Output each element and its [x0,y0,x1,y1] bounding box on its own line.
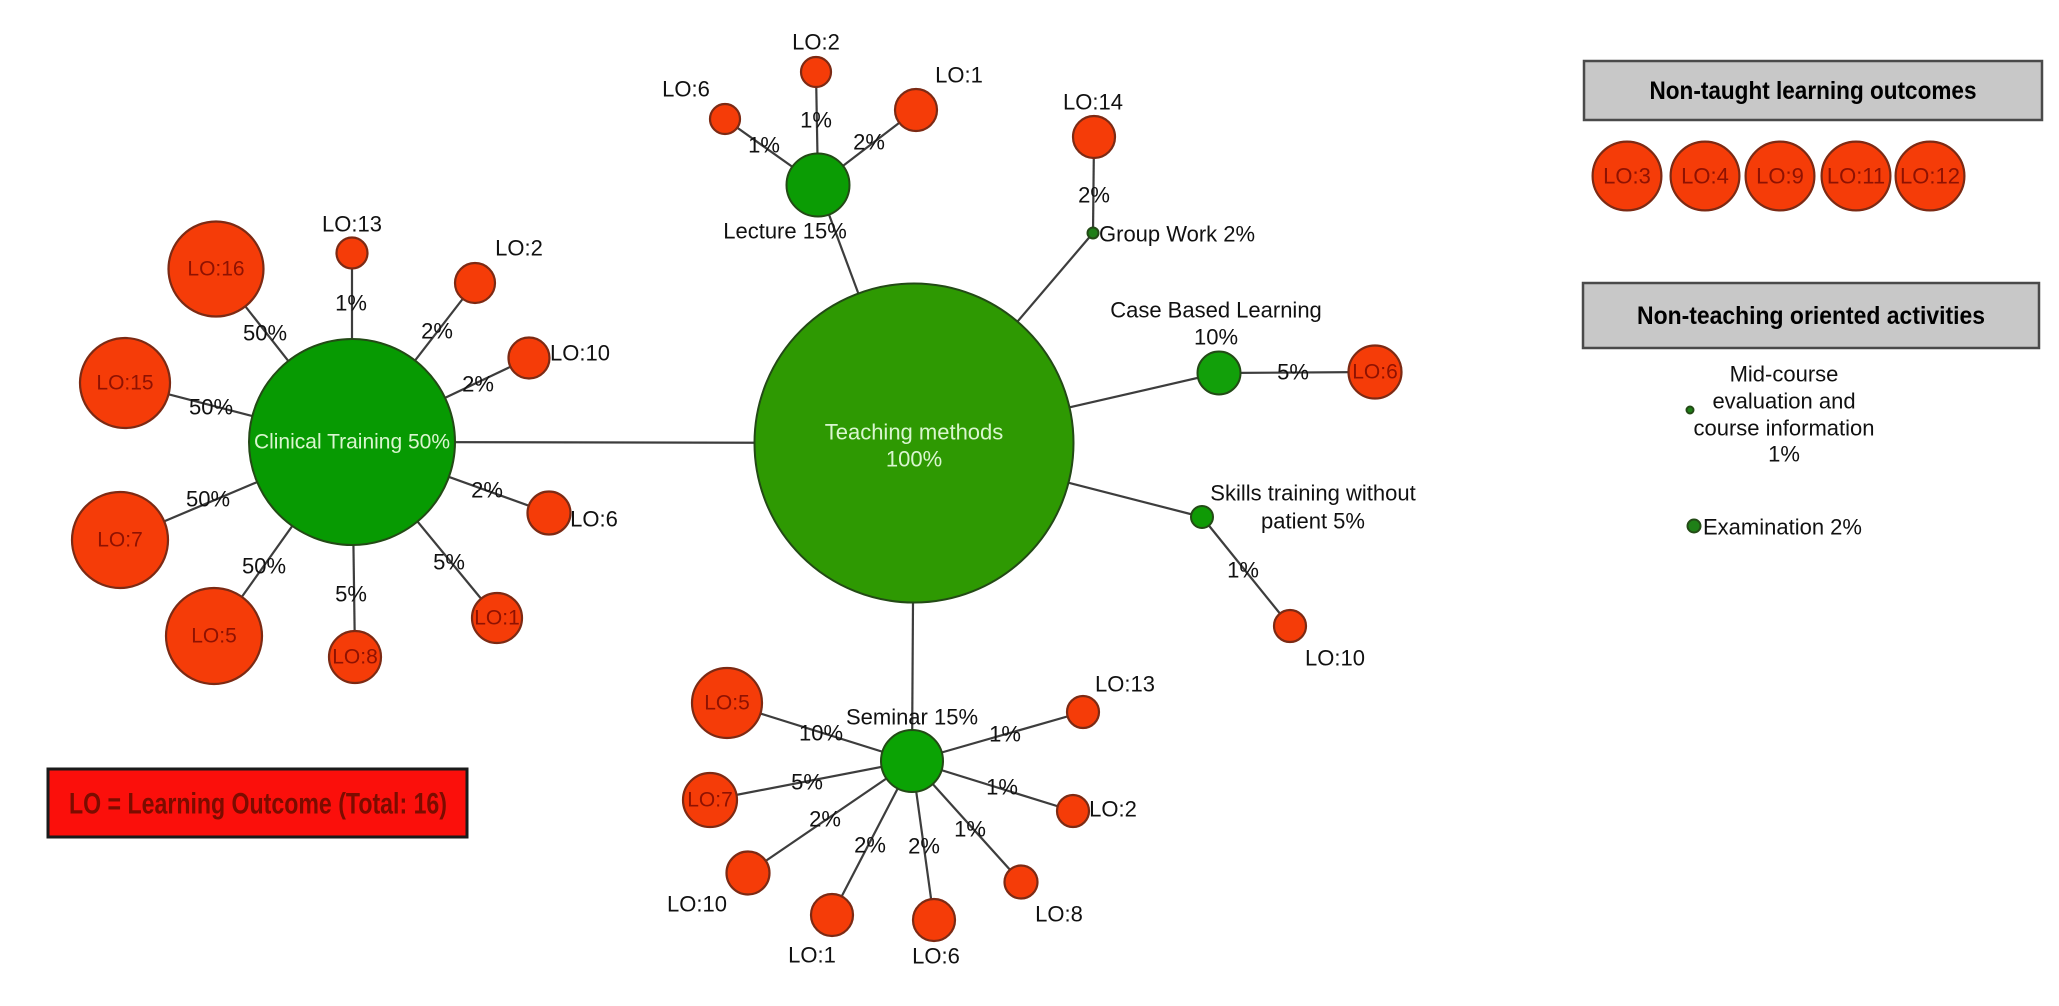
svg-text:evaluation and: evaluation and [1712,389,1855,414]
svg-text:LO:5: LO:5 [704,692,750,715]
svg-text:LO:13: LO:13 [322,212,382,237]
svg-text:course information: course information [1694,416,1875,441]
svg-text:Group Work 2%: Group Work 2% [1099,222,1255,247]
svg-text:LO:3: LO:3 [1603,164,1651,189]
svg-text:LO:1: LO:1 [788,943,836,968]
svg-text:LO:5: LO:5 [191,625,237,648]
svg-text:Skills training without: Skills training without [1210,481,1415,506]
svg-text:LO:8: LO:8 [332,646,378,669]
svg-text:50%: 50% [242,554,286,579]
svg-text:1%: 1% [1768,442,1800,467]
svg-text:2%: 2% [462,372,494,397]
svg-text:1%: 1% [748,133,780,158]
svg-text:LO:6: LO:6 [662,77,710,102]
svg-text:LO:16: LO:16 [187,258,244,281]
svg-text:patient 5%: patient 5% [1261,509,1365,534]
svg-text:Non-taught learning outcomes: Non-taught learning outcomes [1650,77,1977,105]
svg-text:LO:1: LO:1 [935,63,983,88]
svg-text:LO:2: LO:2 [495,236,543,261]
svg-text:LO:9: LO:9 [1756,164,1804,189]
svg-text:50%: 50% [243,321,287,346]
svg-text:1%: 1% [954,817,986,842]
svg-text:2%: 2% [853,130,885,155]
svg-text:Case Based Learning: Case Based Learning [1110,298,1322,323]
svg-text:LO:6: LO:6 [912,944,960,969]
svg-text:5%: 5% [335,582,367,607]
svg-text:LO:2: LO:2 [1089,797,1137,822]
svg-text:10%: 10% [799,721,843,746]
svg-text:LO:11: LO:11 [1827,164,1885,189]
svg-text:1%: 1% [335,291,367,316]
svg-text:LO:2: LO:2 [792,30,840,55]
svg-text:5%: 5% [791,770,823,795]
svg-text:Non-teaching oriented activiti: Non-teaching oriented activities [1637,302,1985,330]
svg-text:2%: 2% [471,478,503,503]
svg-text:LO = Learning Outcome (Total:: LO = Learning Outcome (Total: 16) [69,788,447,821]
svg-text:50%: 50% [189,395,233,420]
svg-text:Lecture 15%: Lecture 15% [723,219,847,244]
svg-text:50%: 50% [186,487,230,512]
svg-text:LO:14: LO:14 [1063,90,1123,115]
svg-text:LO:4: LO:4 [1681,164,1729,189]
svg-text:1%: 1% [1227,558,1259,583]
svg-text:10%: 10% [1194,325,1238,350]
svg-text:Clinical Training 50%: Clinical Training 50% [254,431,450,454]
svg-text:2%: 2% [854,833,886,858]
svg-text:LO:13: LO:13 [1095,672,1155,697]
svg-text:LO:7: LO:7 [687,789,733,812]
svg-text:LO:6: LO:6 [1352,361,1398,384]
svg-text:1%: 1% [989,722,1021,747]
svg-text:LO:7: LO:7 [97,529,143,552]
svg-text:LO:10: LO:10 [667,892,727,917]
svg-text:LO:15: LO:15 [96,372,153,395]
svg-text:LO:10: LO:10 [550,341,610,366]
svg-text:LO:10: LO:10 [1305,646,1365,671]
svg-text:100%: 100% [886,447,942,472]
svg-text:2%: 2% [809,807,841,832]
svg-text:2%: 2% [1078,183,1110,208]
svg-text:LO:6: LO:6 [570,507,618,532]
svg-text:Mid-course: Mid-course [1730,362,1839,387]
svg-text:LO:8: LO:8 [1035,902,1083,927]
svg-text:5%: 5% [433,550,465,575]
svg-text:1%: 1% [800,108,832,133]
svg-text:Examination 2%: Examination 2% [1703,515,1862,540]
svg-text:Teaching methods: Teaching methods [825,420,1004,445]
svg-text:1%: 1% [986,775,1018,800]
svg-text:5%: 5% [1277,360,1309,385]
svg-text:LO:1: LO:1 [474,607,520,630]
svg-text:2%: 2% [421,319,453,344]
svg-text:2%: 2% [908,834,940,859]
svg-text:Seminar 15%: Seminar 15% [846,705,978,730]
svg-text:LO:12: LO:12 [1900,164,1960,189]
